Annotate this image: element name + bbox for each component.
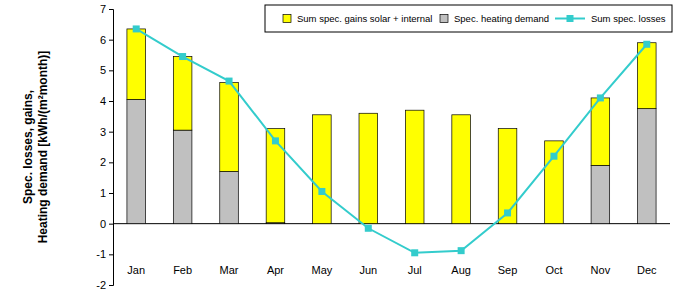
y-axis: -2 -1 0 1 2 3 4 5 6 7 — [96, 3, 113, 291]
bar — [498, 129, 517, 224]
bar — [405, 110, 424, 223]
y-tick-label: 3 — [100, 126, 106, 138]
bar — [359, 113, 378, 223]
x-tick-label: Apr — [267, 264, 284, 276]
legend-box — [265, 5, 672, 32]
y-axis-title-line: Spec. losses, gains, — [21, 90, 35, 204]
y-tick: -1 — [96, 248, 113, 260]
y-tick: 6 — [100, 34, 113, 46]
legend-label: Sum spec. losses — [591, 13, 666, 24]
line — [136, 29, 647, 253]
legend-marker — [567, 15, 574, 22]
marker — [226, 78, 233, 85]
x-tick-label: Oct — [545, 264, 562, 276]
bar — [220, 172, 239, 224]
bar — [591, 98, 610, 165]
y-tick-mark — [109, 162, 113, 163]
bar — [127, 99, 146, 223]
y-tick-label: 4 — [100, 95, 106, 107]
bar — [220, 83, 239, 172]
y-tick-mark — [109, 254, 113, 255]
x-axis-line — [113, 223, 670, 224]
y-tick-mark — [109, 70, 113, 71]
x-tick-label: Mar — [220, 264, 239, 276]
y-tick: 0 — [100, 218, 113, 230]
y-tick-mark — [109, 40, 113, 41]
y-tick-label: 5 — [100, 64, 106, 76]
y-tick-mark — [109, 132, 113, 133]
x-tick-label: Jan — [127, 264, 145, 276]
x-tick-label: Aug — [451, 264, 471, 276]
y-tick: 3 — [100, 126, 113, 138]
x-tick-label: Feb — [173, 264, 192, 276]
marker — [179, 53, 186, 60]
bar — [638, 109, 657, 224]
marker — [504, 209, 511, 216]
y-tick-mark — [109, 101, 113, 102]
bar — [313, 115, 332, 224]
marker — [365, 225, 372, 232]
legend-label: Spec. heating demand — [454, 13, 549, 24]
y-tick-mark — [109, 9, 113, 10]
y-tick-mark — [109, 285, 113, 286]
chart: -2 -1 0 1 2 3 4 5 6 7 Spec. losses, gains,Heating … — [0, 0, 686, 294]
y-tick-label: 6 — [100, 34, 106, 46]
bar — [452, 115, 471, 224]
y-axis-line — [109, 10, 114, 286]
y-tick: -2 — [96, 279, 113, 291]
x-tick-label: Dec — [637, 264, 657, 276]
y-tick-mark — [109, 224, 113, 225]
y-tick: 5 — [100, 64, 113, 76]
legend-swatch — [283, 15, 291, 23]
marker — [458, 247, 465, 254]
plot-area — [127, 25, 656, 256]
bar — [545, 141, 564, 224]
marker — [133, 25, 140, 32]
legend-swatch — [440, 15, 448, 23]
x-tick-label: Jul — [408, 264, 422, 276]
marker — [318, 188, 325, 195]
y-tick: 4 — [100, 95, 113, 107]
y-tick-label: 1 — [100, 187, 106, 199]
legend: Sum spec. gains solar + internal Spec. he… — [265, 5, 672, 32]
y-tick-mark — [109, 193, 113, 194]
bar — [127, 29, 146, 100]
y-tick-label: 2 — [100, 156, 106, 168]
marker — [597, 94, 604, 101]
legend-label: Sum spec. gains solar + internal — [297, 13, 432, 24]
y-axis-title-line: Heating demand [kWh/(m²month)] — [36, 51, 50, 244]
bar — [266, 129, 285, 223]
y-tick: 1 — [100, 187, 113, 199]
y-tick-label: -1 — [96, 248, 106, 260]
marker — [411, 249, 418, 256]
bar — [173, 57, 192, 131]
x-tick-label: May — [311, 264, 332, 276]
bar — [591, 165, 610, 223]
y-tick-label: -2 — [96, 279, 106, 291]
bar — [173, 130, 192, 224]
y-tick-label: 0 — [100, 218, 106, 230]
marker — [550, 153, 557, 160]
y-tick: 7 — [100, 3, 113, 15]
y-tick-label: 7 — [100, 3, 106, 15]
marker — [272, 137, 279, 144]
x-tick-label: Nov — [591, 264, 611, 276]
marker — [643, 41, 650, 48]
y-tick: 2 — [100, 156, 113, 168]
x-tick-label: Sep — [498, 264, 518, 276]
y-axis-title: Spec. losses, gains,Heating demand [kWh/… — [21, 51, 50, 244]
x-tick-label: Jun — [359, 264, 377, 276]
